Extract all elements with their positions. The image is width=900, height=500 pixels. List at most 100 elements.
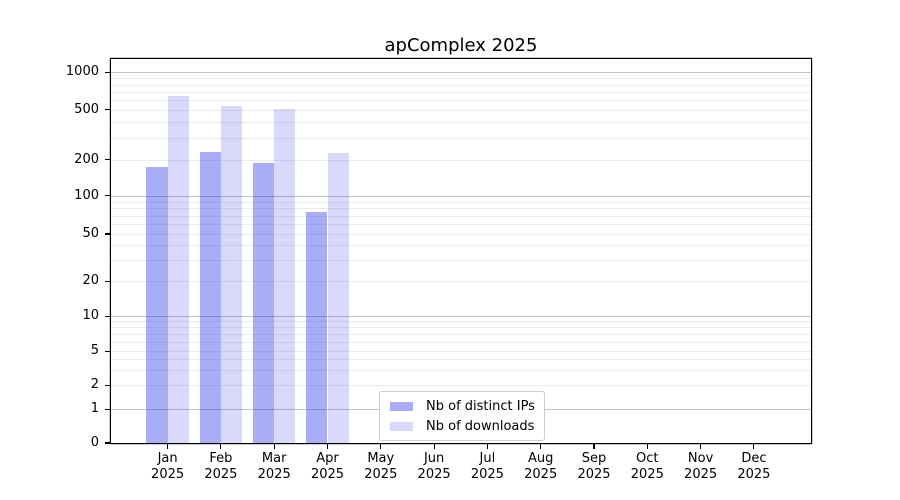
x-tick-year: 2025 [417, 467, 451, 482]
y-tick-label: 2 [90, 377, 99, 393]
x-tick-year: 2025 [257, 467, 291, 482]
gridline-minor [111, 341, 811, 343]
x-tick-label: Sep 2025 [554, 451, 634, 483]
x-tick-mark [326, 443, 329, 449]
y-tick-label: 5 [90, 343, 99, 359]
x-tick-month: Nov [687, 451, 714, 466]
y-tick-label: 100 [74, 187, 99, 203]
bar-nb-of-distinct-ips-mar [253, 162, 275, 443]
y-tick-label: 20 [82, 273, 99, 289]
gridline-minor [111, 334, 811, 336]
gridline-minor [111, 281, 811, 283]
y-tick-mark [105, 315, 111, 317]
gridline-minor [111, 91, 811, 93]
gridline-minor [111, 109, 811, 111]
x-tick-label: Nov 2025 [661, 451, 741, 483]
y-tick-mark [105, 159, 111, 161]
legend-swatch [390, 401, 413, 411]
x-tick-year: 2025 [470, 467, 504, 482]
gridline-minor [111, 201, 811, 203]
y-tick-label: 0 [90, 435, 99, 450]
x-tick-mark [753, 443, 755, 449]
x-tick-label: Jan 2025 [128, 451, 208, 483]
chart-title: apComplex 2025 [384, 35, 538, 56]
y-tick-label: 1 [90, 401, 99, 417]
x-tick-year: 2025 [524, 467, 558, 482]
gridline-minor [111, 99, 811, 101]
y-tick-label: 200 [74, 151, 99, 167]
y-tick-mark [105, 384, 111, 386]
x-tick-month: Oct [636, 451, 659, 466]
gridline-minor [111, 359, 811, 361]
x-tick-label: Apr 2025 [288, 451, 368, 483]
y-tick-mark [105, 280, 111, 282]
bar-nb-of-downloads-jan [167, 95, 189, 443]
y-tick-mark [105, 442, 111, 444]
x-tick-label: Feb 2025 [181, 451, 261, 483]
x-tick-month: Jul [479, 451, 496, 466]
gridline-major [111, 195, 811, 197]
x-tick-mark [220, 443, 222, 449]
bar-nb-of-distinct-ips-apr [306, 211, 328, 443]
gridline-minor [111, 370, 811, 372]
y-tick-mark [105, 408, 111, 410]
x-tick-label: Dec 2025 [714, 451, 794, 483]
gridline-major [111, 316, 811, 318]
x-tick-month: Sep [581, 451, 607, 466]
x-tick-month: Jun [423, 451, 445, 466]
gridline-minor [111, 137, 811, 139]
x-tick-mark [486, 443, 488, 449]
gridline-major [111, 72, 811, 74]
gridline-minor [111, 327, 811, 329]
bar-nb-of-distinct-ips-feb [199, 152, 221, 443]
x-tick-year: 2025 [310, 467, 345, 482]
y-tick-label: 1000 [65, 64, 99, 80]
gridline-minor [111, 215, 811, 217]
x-tick-year: 2025 [737, 467, 771, 482]
x-tick-month: Apr [316, 451, 339, 466]
x-tick-label: Aug 2025 [501, 451, 581, 483]
gridline-minor [111, 122, 811, 123]
gridline-minor [111, 245, 811, 247]
gridline-minor [111, 351, 811, 353]
x-tick-month: May [367, 451, 395, 466]
x-tick-label: Jun 2025 [394, 451, 474, 483]
x-tick-mark [433, 443, 435, 449]
x-tick-year: 2025 [577, 467, 611, 482]
y-tick-mark [105, 109, 111, 111]
bar-nb-of-downloads-apr [327, 153, 349, 443]
bar-nb-of-distinct-ips-jan [146, 166, 168, 443]
x-tick-year: 2025 [151, 467, 185, 482]
y-tick-label: 500 [74, 101, 99, 117]
x-tick-month: Feb [209, 451, 233, 466]
gridline-minor [111, 208, 811, 210]
x-tick-label: Mar 2025 [234, 451, 314, 483]
x-tick-month: Mar [261, 451, 287, 466]
x-tick-mark [167, 443, 169, 449]
x-tick-label: Oct 2025 [607, 451, 687, 483]
x-tick-mark [273, 443, 275, 449]
legend: Nb of distinct IPs Nb of downloads [379, 391, 545, 441]
x-tick-year: 2025 [364, 467, 398, 482]
legend-item: Nb of distinct IPs [380, 396, 544, 416]
legend-item: Nb of downloads [380, 416, 544, 436]
bar-nb-of-downloads-feb [220, 105, 243, 443]
gridline-minor [111, 321, 811, 323]
x-tick-label: May 2025 [341, 451, 421, 483]
x-tick-mark [593, 443, 595, 449]
x-tick-month: Aug [527, 451, 554, 466]
gridline-minor [111, 78, 811, 80]
gridline-minor [111, 385, 811, 387]
y-tick-label: 10 [82, 308, 99, 324]
plot-area [111, 59, 811, 443]
x-tick-month: Jan [157, 451, 178, 466]
y-tick-mark [105, 71, 111, 73]
y-tick-mark [105, 350, 111, 352]
legend-label: Nb of downloads [426, 418, 535, 434]
x-tick-year: 2025 [630, 467, 664, 482]
y-tick-label: 50 [82, 226, 99, 241]
gridline-minor [111, 260, 811, 262]
x-tick-mark [380, 443, 382, 449]
legend-label: Nb of distinct IPs [426, 398, 535, 414]
